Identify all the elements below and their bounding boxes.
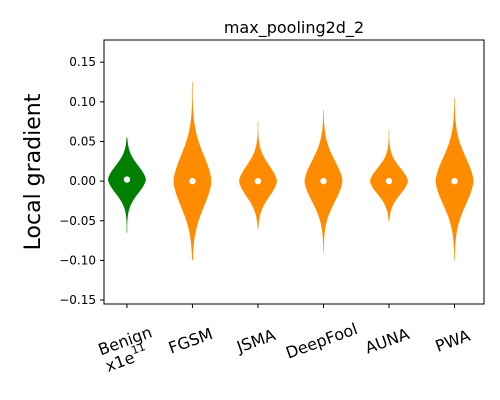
x-tick-label-pwa: PWA — [433, 326, 473, 356]
median-marker-jsma — [254, 177, 262, 185]
violin-jsma — [239, 121, 277, 229]
x-tick-label-fgsm: FGSM — [166, 324, 215, 357]
y-ticks: −0.15 −0.10 −0.05 0.00 0.05 0.10 0.15 — [59, 55, 104, 307]
median-marker-deepfool — [320, 177, 327, 185]
y-tick-label: 0.00 — [69, 174, 96, 188]
y-tick-label: −0.10 — [59, 253, 96, 267]
chart-title: max_pooling2d_2 — [224, 18, 364, 38]
median-marker-auna — [385, 177, 393, 185]
violin-fgsm — [173, 82, 212, 261]
y-axis-label: Local gradient — [21, 93, 46, 250]
y-tick-label: 0.10 — [69, 95, 96, 109]
median-marker-fgsm — [189, 177, 196, 185]
y-tick-label: −0.15 — [59, 293, 96, 307]
x-tick-label-auna: AUNA — [362, 324, 411, 357]
x-tick-label-jsma: JSMA — [233, 325, 278, 357]
y-tick-label: 0.05 — [69, 134, 96, 148]
violin-group — [108, 82, 474, 261]
x-ticks: Benign FGSM JSMA DeepFool AUNA PWA — [96, 304, 473, 363]
plot-frame — [103, 39, 485, 305]
median-marker-pwa — [451, 177, 458, 185]
violin-benign — [108, 137, 146, 233]
violin-auna — [370, 129, 408, 221]
y-tick-label: 0.15 — [69, 55, 96, 69]
x-tick-label-deepfool: DeepFool — [283, 319, 360, 362]
median-marker-benign — [123, 176, 131, 183]
y-tick-label: −0.05 — [59, 214, 96, 228]
